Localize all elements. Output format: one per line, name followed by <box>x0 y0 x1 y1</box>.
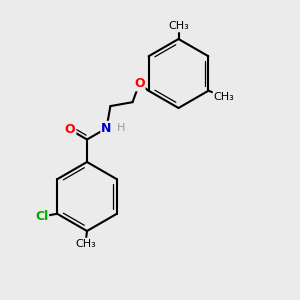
Text: CH₃: CH₃ <box>168 21 189 32</box>
Text: Cl: Cl <box>35 210 48 223</box>
Text: CH₃: CH₃ <box>214 92 234 102</box>
Text: N: N <box>101 122 112 135</box>
Text: CH₃: CH₃ <box>75 238 96 249</box>
Text: H: H <box>117 123 126 133</box>
Text: O: O <box>134 77 145 90</box>
Text: O: O <box>65 123 75 136</box>
